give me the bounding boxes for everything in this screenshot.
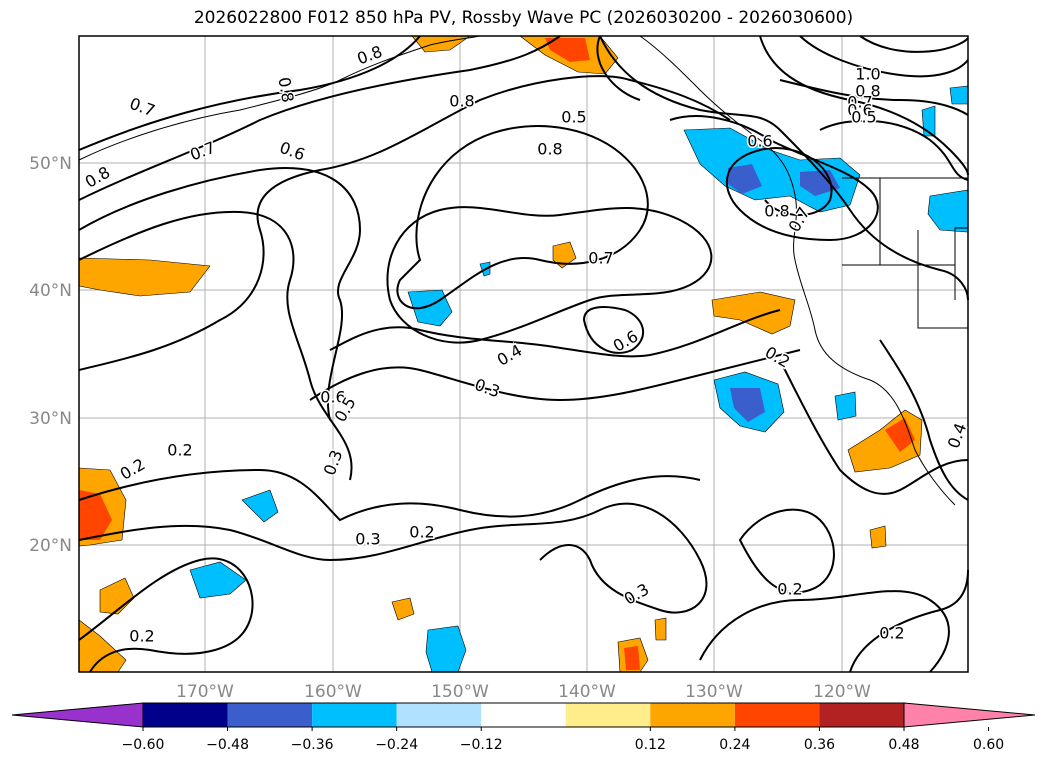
contour-label: 0.8 [855, 82, 880, 101]
contour-label: 0.3 [472, 375, 502, 402]
contour-label: 0.6 [277, 138, 307, 165]
negative-anomaly-core [800, 170, 840, 196]
negative-anomaly-patch [425, 625, 467, 673]
contour-label: 0.4 [944, 420, 971, 450]
colorbar-tick-label: −0.48 [206, 737, 249, 753]
lon-label-130w: 130°W [685, 682, 743, 702]
colorbar-extend-left [11, 702, 144, 728]
colorbar-box [143, 703, 228, 727]
positive-anomaly-core [79, 490, 112, 540]
positive-anomaly-patch [654, 617, 667, 641]
positive-anomaly-patch [391, 597, 415, 621]
contour-label: 0.8 [82, 163, 114, 192]
contour-label: 0.2 [762, 343, 794, 372]
colorbar-tick-label: −0.24 [375, 737, 418, 753]
positive-anomaly-patch [78, 619, 127, 673]
colorbar-tick-label: 0.36 [804, 737, 835, 753]
positive-anomaly-patch [99, 577, 135, 615]
pv-contours [78, 35, 969, 673]
colorbar-tick-label: 0.24 [719, 737, 750, 753]
contour-label: 0.2 [117, 455, 149, 484]
positive-anomaly-patch [711, 291, 796, 335]
contour-label: 0.2 [129, 627, 154, 646]
contour-label: 0.6 [610, 327, 642, 356]
contour-label: 0.4 [494, 341, 526, 370]
colorbar-tick-label: 0.48 [888, 737, 919, 753]
lon-label-170w: 170°W [176, 682, 234, 702]
negative-anomaly-core [728, 164, 762, 194]
contour-label: 0.8 [449, 92, 474, 111]
positive-anomaly-patch [869, 525, 887, 549]
negative-anomaly-core [730, 388, 765, 422]
colorbar-box [650, 703, 735, 727]
contour-label: 0.8 [274, 76, 297, 104]
lat-label-30n: 30°N [29, 409, 72, 429]
contour-label: 0.2 [777, 580, 802, 599]
contour-label: 0.6 [747, 132, 772, 151]
contour-label: 0.7 [588, 249, 613, 268]
contour-label: 0.2 [167, 441, 192, 460]
colorbar-box [227, 703, 313, 727]
map-title: 2026022800 F012 850 hPa PV, Rossby Wave … [193, 8, 854, 28]
lat-axis: 50°N 40°N 30°N 20°N [29, 154, 72, 556]
colorbar-tick-label: −0.60 [122, 737, 165, 753]
contour-labels: 0.80.80.70.7 0.60.8 0.80.50.80.71.00.80.70… [80, 40, 972, 647]
contour-label: 0.5 [851, 108, 876, 127]
contour-label: 0.3 [355, 530, 380, 549]
colorbar-tick-label: 0.12 [635, 737, 666, 753]
colorbar-tick-label: 0.60 [973, 737, 1004, 753]
contour-label: 0.2 [879, 624, 904, 643]
lat-label-50n: 50°N [29, 154, 72, 174]
lon-label-120w: 120°W [813, 682, 871, 702]
positive-anomaly-patch [78, 257, 211, 297]
colorbar-frame [142, 702, 905, 728]
positive-anomaly-core [624, 646, 640, 670]
colorbar-extend-right [903, 702, 1036, 728]
contour-label: 0.7 [127, 94, 157, 121]
negative-anomaly-patch [949, 85, 969, 105]
colorbar-box [396, 703, 482, 727]
positive-anomaly-patch [411, 35, 471, 53]
positive-anomaly-core [885, 418, 915, 452]
lon-label-160w: 160°W [304, 682, 362, 702]
colorbar-box [819, 703, 904, 727]
coastlines [78, 35, 968, 506]
contour-label: 1.0 [855, 65, 880, 84]
lat-label-20n: 20°N [29, 536, 72, 556]
colorbar-box [312, 703, 397, 727]
contour-label: 0.7 [847, 93, 872, 112]
contour-label: 0.2 [409, 523, 434, 542]
negative-anomaly-patch [834, 391, 857, 421]
negative-anomaly-patch [189, 561, 247, 599]
lon-label-150w: 150°W [431, 682, 489, 702]
colorbar-box [481, 703, 566, 727]
lat-label-40n: 40°N [29, 281, 72, 301]
contour-label: 0.3 [621, 580, 653, 609]
lon-axis: 170°W 160°W 150°W 140°W 130°W 120°W [176, 682, 871, 702]
contour-label: 0.6 [847, 101, 872, 120]
negative-anomaly-patch [927, 189, 969, 233]
positive-anomaly-core [545, 38, 590, 62]
colorbar-tick-label: −0.12 [460, 737, 503, 753]
contour-label: 0.3 [320, 447, 347, 477]
colorbar-tick-label: −0.36 [291, 737, 334, 753]
lon-label-140w: 140°W [558, 682, 616, 702]
negative-anomaly-patch [241, 489, 279, 523]
contour-label: 0.8 [537, 140, 562, 159]
map-frame [78, 35, 969, 673]
colorbar-box [565, 703, 651, 727]
contour-label: 0.6 [320, 388, 345, 407]
contour-label: 0.8 [764, 202, 789, 221]
contour-label: 0.8 [354, 42, 384, 69]
colorbar: −0.60 −0.48 −0.36 −0.24 −0.12 0.12 0.24 0.36 0.4… [11, 702, 1036, 753]
colorbar-box [734, 703, 820, 727]
contour-label: 0.5 [561, 108, 586, 127]
